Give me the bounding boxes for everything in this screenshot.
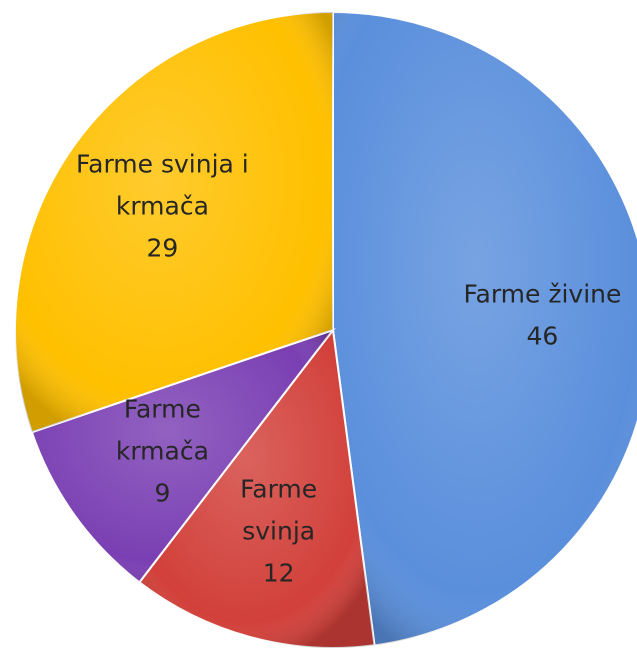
slice-label-line: Farme: [240, 475, 317, 504]
slice-label-line: svinja: [242, 517, 315, 546]
pie-slice: [332, 10, 637, 647]
slice-label-line: Farme: [124, 394, 201, 423]
slice-value: 29: [146, 234, 178, 263]
slice-label: Farme krmača: [116, 394, 209, 465]
slice-value: 12: [263, 559, 295, 588]
slice-label: Farme živine: [463, 279, 621, 308]
slice-label-line: krmača: [116, 436, 209, 465]
slice-label: Farme svinja i krmača: [76, 150, 249, 221]
slice-label-line: Farme živine: [463, 279, 621, 308]
slice-label: Farme svinja: [240, 475, 317, 546]
slice-value: 9: [154, 478, 170, 507]
slice-label-line: krmača: [116, 192, 209, 221]
slice-label-line: Farme svinja i: [76, 150, 249, 179]
slice-value: 46: [527, 321, 559, 350]
